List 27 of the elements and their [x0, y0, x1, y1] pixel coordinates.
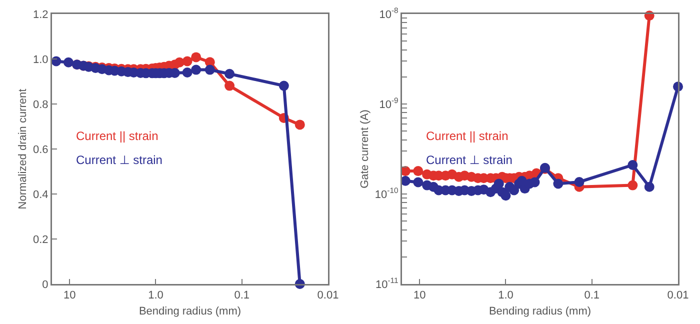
x-tick-label: 0.1 [234, 290, 250, 302]
y-tick-label: 10$^{-11}$ [376, 276, 398, 291]
y-tick-label: 10$^{-8}$ [379, 6, 398, 21]
y-tick-label: 10$^{-10}$ [374, 186, 398, 201]
y-tick-label: 0.4 [33, 188, 48, 201]
y-tick-label: 0 [42, 278, 48, 291]
y-axis-title: Normalized drain current [16, 88, 29, 210]
text: Current ⊥ strain [76, 153, 162, 167]
y-axis-title: Gate current (A) [358, 110, 371, 188]
x-axis-title: Bending radius (mm) [488, 306, 592, 318]
x-tick-label: 1.0 [148, 290, 164, 302]
y-tick-label: 1.0 [33, 54, 48, 66]
x-axis-title: Bending radius (mm) [138, 306, 242, 318]
x-tick-label: 1.0 [498, 290, 514, 302]
x-tick-label: 10 [63, 290, 76, 302]
y-tick-label: 0.8 [33, 98, 48, 111]
y-tick-label: 10$^{-9}$ [379, 96, 398, 111]
x-tick-label: 0.1 [584, 290, 600, 302]
text: Current || strain [426, 129, 508, 143]
y-tick-label: 0.6 [33, 144, 48, 156]
y-tick-label: 0.2 [33, 234, 48, 246]
x-tick-label: 0.01 [667, 290, 689, 302]
text: Current || strain [76, 129, 158, 143]
x-tick-label: 10 [413, 290, 426, 302]
x-tick-label: 0.01 [317, 290, 339, 302]
y-tick-label: 1.2 [33, 8, 48, 21]
series-label: Current ⊥ strain [426, 153, 512, 167]
